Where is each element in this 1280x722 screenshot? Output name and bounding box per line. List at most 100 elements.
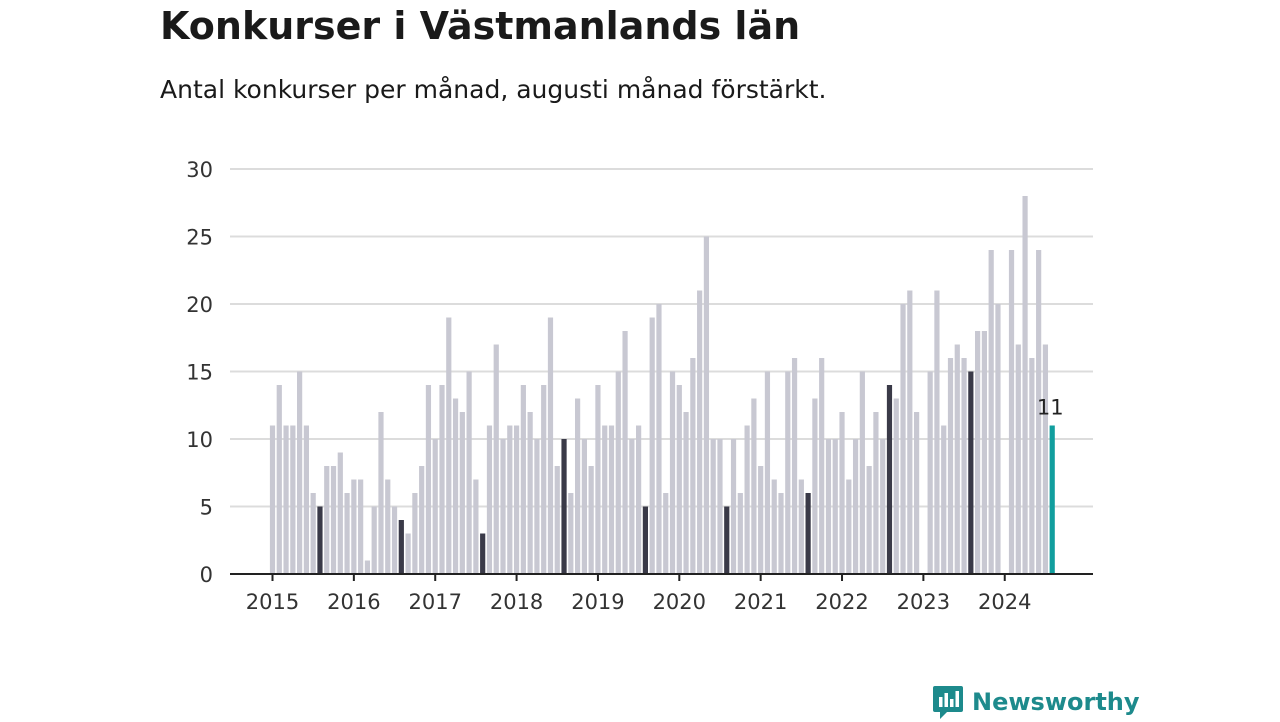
bar bbox=[988, 250, 994, 574]
bar bbox=[452, 398, 459, 574]
bar bbox=[758, 466, 764, 574]
bar bbox=[1036, 250, 1042, 574]
bar bbox=[466, 371, 472, 574]
bar bbox=[764, 371, 771, 574]
bar bbox=[961, 358, 967, 574]
bar bbox=[1029, 358, 1035, 574]
bar bbox=[636, 425, 642, 574]
bar-august bbox=[561, 439, 567, 574]
bar bbox=[310, 493, 316, 574]
bar bbox=[622, 331, 628, 574]
bar bbox=[1008, 250, 1015, 574]
bar bbox=[703, 236, 710, 574]
bar-august bbox=[480, 533, 486, 574]
bar bbox=[595, 385, 601, 574]
x-tick-label: 2016 bbox=[327, 590, 380, 614]
bar bbox=[391, 506, 398, 574]
x-tick-label: 2017 bbox=[408, 590, 461, 614]
bar bbox=[534, 439, 540, 574]
bar bbox=[446, 317, 452, 574]
brand-logo[interactable]: Newsworthy bbox=[932, 682, 1140, 722]
bar bbox=[710, 439, 716, 574]
bar bbox=[791, 358, 798, 574]
bar bbox=[459, 412, 465, 574]
x-tick-label: 2023 bbox=[897, 590, 950, 614]
bar bbox=[730, 439, 737, 574]
bar bbox=[513, 425, 520, 574]
bar bbox=[344, 493, 350, 574]
y-tick-label: 25 bbox=[186, 226, 213, 250]
bar bbox=[371, 506, 377, 574]
bar bbox=[669, 371, 676, 574]
y-tick-label: 10 bbox=[186, 428, 213, 452]
x-tick-label: 2019 bbox=[571, 590, 624, 614]
bar bbox=[439, 385, 445, 574]
bar bbox=[880, 439, 886, 574]
bar bbox=[785, 371, 791, 574]
bar bbox=[520, 385, 526, 574]
bar bbox=[717, 439, 723, 574]
bar bbox=[330, 466, 337, 574]
bar bbox=[778, 493, 784, 574]
bar bbox=[683, 412, 689, 574]
x-tick-label: 2022 bbox=[815, 590, 868, 614]
bar bbox=[269, 425, 276, 574]
bar bbox=[771, 479, 777, 574]
bar bbox=[914, 412, 920, 574]
bar bbox=[947, 358, 954, 574]
chart-title: Konkurser i Västmanlands län bbox=[160, 4, 801, 48]
bar bbox=[385, 479, 391, 574]
bar-august bbox=[805, 493, 811, 574]
bar bbox=[419, 466, 425, 574]
bar bbox=[697, 290, 703, 574]
bar bbox=[975, 331, 981, 574]
bar bbox=[981, 331, 987, 574]
bar bbox=[1042, 344, 1049, 574]
bar-august bbox=[968, 371, 974, 574]
bar bbox=[676, 385, 682, 574]
bar bbox=[615, 371, 621, 574]
bar bbox=[846, 479, 852, 574]
bars: 11 bbox=[269, 196, 1064, 574]
x-tick-label: 2015 bbox=[246, 590, 299, 614]
x-tick-label: 2018 bbox=[490, 590, 543, 614]
bar bbox=[364, 560, 371, 574]
bar bbox=[751, 398, 757, 574]
bar bbox=[934, 290, 940, 574]
bar bbox=[554, 466, 560, 574]
bar bbox=[812, 398, 818, 574]
bar bbox=[290, 425, 296, 574]
bar bbox=[893, 398, 899, 574]
y-tick-label: 30 bbox=[186, 158, 213, 182]
bar-latest bbox=[1049, 425, 1055, 574]
bar bbox=[581, 439, 587, 574]
bar bbox=[297, 371, 303, 574]
bar bbox=[378, 412, 384, 574]
bar bbox=[500, 439, 506, 574]
bar bbox=[859, 371, 865, 574]
y-tick-label: 15 bbox=[186, 361, 213, 385]
bar-august bbox=[642, 506, 648, 574]
newsworthy-logo-icon bbox=[933, 686, 963, 719]
bar bbox=[656, 304, 662, 574]
bar bbox=[432, 439, 438, 574]
y-tick-label: 5 bbox=[200, 496, 213, 520]
bar bbox=[852, 439, 859, 574]
chart-subtitle: Antal konkurser per månad, augusti månad… bbox=[160, 75, 827, 104]
bar bbox=[283, 425, 289, 574]
bar bbox=[1022, 196, 1028, 574]
bar bbox=[737, 493, 743, 574]
bar-august bbox=[886, 385, 893, 574]
bar bbox=[527, 412, 533, 574]
bar bbox=[941, 425, 947, 574]
bar bbox=[744, 425, 750, 574]
bar bbox=[798, 479, 804, 574]
bar-august bbox=[317, 506, 323, 574]
bar bbox=[873, 412, 879, 574]
bar bbox=[493, 344, 499, 574]
y-tick-label: 0 bbox=[200, 563, 213, 587]
bar bbox=[358, 479, 364, 574]
bar bbox=[690, 358, 696, 574]
bar-august bbox=[398, 520, 404, 574]
bar bbox=[825, 439, 832, 574]
